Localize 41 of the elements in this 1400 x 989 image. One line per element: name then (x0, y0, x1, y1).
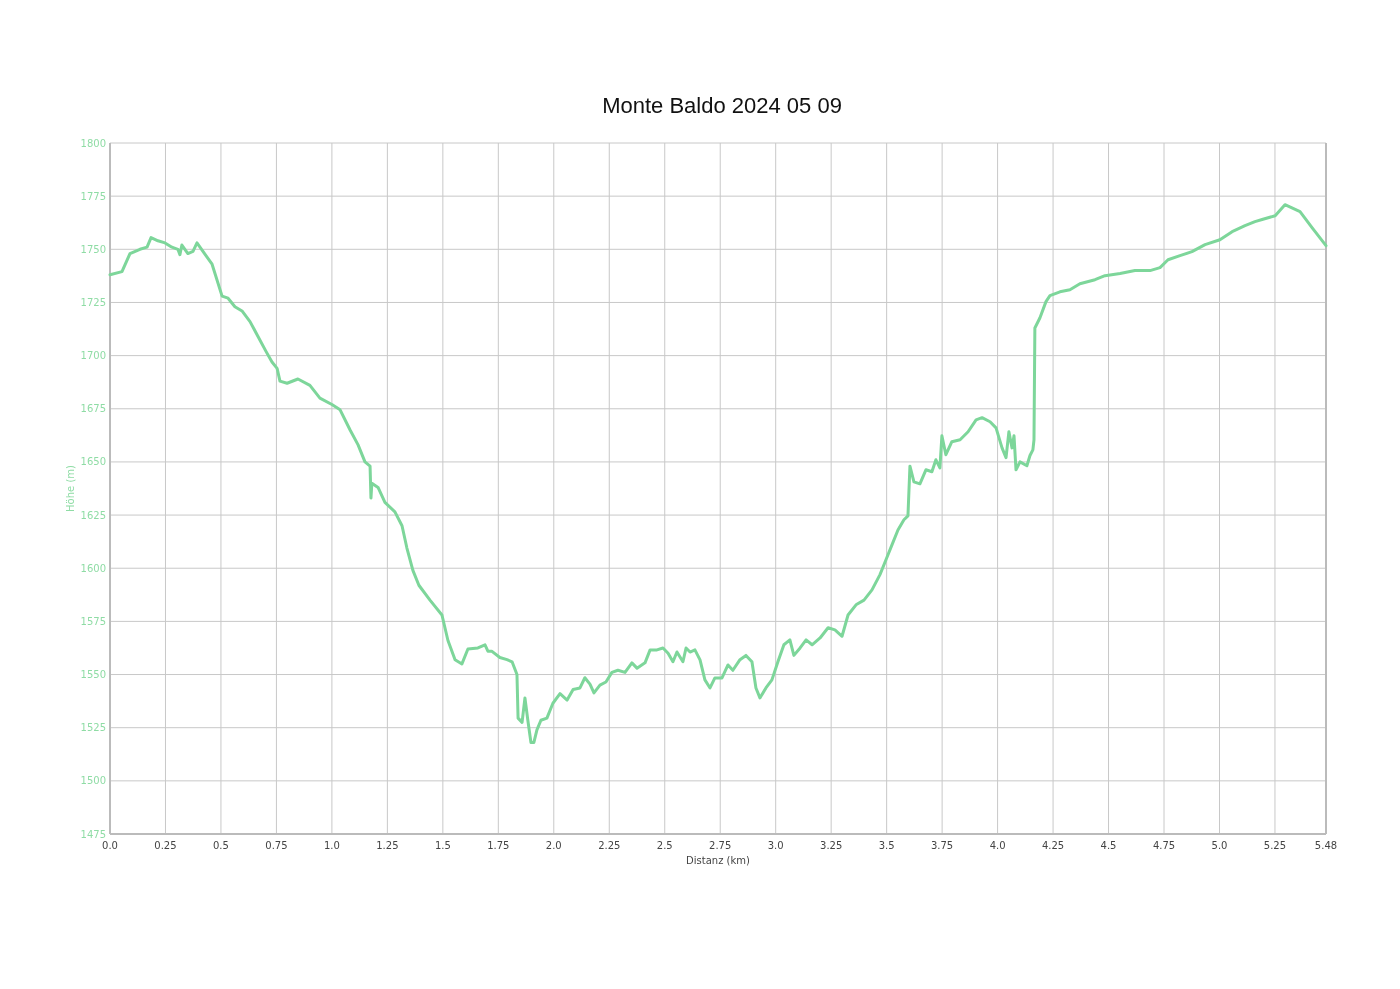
x-tick-label: 0.25 (154, 840, 177, 851)
x-tick-label: 3.5 (878, 840, 895, 851)
y-tick-label: 1650 (80, 456, 106, 468)
x-tick-label: 1.5 (434, 840, 451, 851)
x-tick-label: 5.25 (1263, 840, 1287, 851)
x-tick-label: 4.0 (989, 840, 1006, 851)
y-tick-label: 1475 (80, 828, 106, 840)
x-axis-title: Distanz (km) (686, 855, 751, 866)
x-tick-label: 4.25 (1041, 840, 1065, 851)
x-tick-label: 3.75 (930, 840, 954, 851)
y-tick-label: 1550 (80, 669, 106, 681)
y-tick-label: 1700 (80, 350, 106, 362)
y-tick-label: 1750 (80, 243, 106, 255)
chart-title: Monte Baldo 2024 05 09 (602, 93, 842, 118)
y-tick-label: 1675 (80, 403, 106, 415)
x-tick-label: 5.48 (1314, 840, 1338, 851)
x-tick-label: 2.25 (598, 840, 621, 851)
y-tick-label: 1725 (80, 296, 106, 308)
y-tick-label: 1800 (80, 137, 106, 149)
x-tick-label: 1.75 (487, 840, 510, 851)
x-tick-label: 2.0 (545, 840, 562, 851)
x-tick-label: 2.75 (709, 840, 732, 851)
x-tick-label: 3.0 (767, 840, 784, 851)
y-tick-label: 1775 (80, 190, 106, 202)
y-tick-label: 1625 (80, 509, 106, 521)
x-tick-label: 2.5 (656, 840, 673, 851)
x-tick-label: 3.25 (820, 840, 843, 851)
x-tick-label: 4.75 (1152, 840, 1176, 851)
x-tick-label: 1.25 (376, 840, 399, 851)
y-tick-label: 1600 (80, 562, 106, 574)
y-tick-label: 1575 (80, 615, 106, 627)
y-tick-label: 1525 (80, 722, 106, 734)
line-series (108, 203, 1328, 745)
x-tick-label: 1.0 (323, 840, 340, 851)
y-tick-label: 1500 (80, 775, 106, 787)
x-tick-label: 0.0 (102, 840, 118, 851)
x-tick-label: 0.75 (265, 840, 288, 851)
x-tick-label: 4.5 (1100, 840, 1117, 851)
x-tick-label: 5.0 (1211, 840, 1228, 851)
x-tick-label: 0.5 (213, 840, 229, 851)
y-axis-title: Höhe (m) (65, 464, 76, 512)
